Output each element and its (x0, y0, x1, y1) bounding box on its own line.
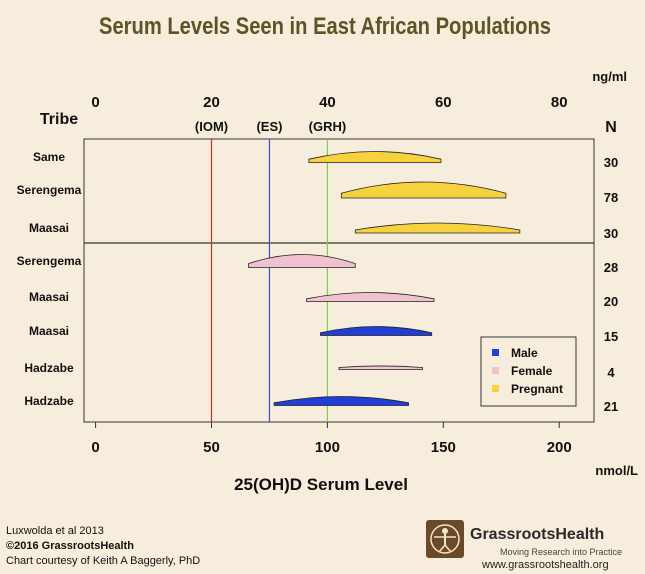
top-tick-labels: 0 20 40 60 80 (91, 94, 567, 111)
copyright: ©2016 GrassrootsHealth (6, 540, 134, 552)
citation: Luxwolda et al 2013 (6, 525, 104, 537)
n-value: 4 (607, 365, 615, 380)
legend-label: Pregnant (511, 382, 563, 396)
top-tick-label: 60 (435, 94, 452, 111)
bottom-tick-label: 150 (431, 439, 456, 456)
n-values: 30 78 30 28 20 15 4 21 (604, 155, 618, 414)
n-value: 30 (604, 226, 618, 241)
brand-name: GrassrootsHealth (470, 526, 605, 543)
brand-url: www.grassrootshealth.org (482, 559, 609, 571)
chart-title: Serum Levels Seen in East African Popula… (99, 13, 551, 40)
chart-courtesy: Chart courtesy of Keith A Baggerly, PhD (6, 555, 201, 567)
legend-label: Male (511, 346, 538, 360)
tribe-label: Maasai (29, 221, 69, 235)
bottom-tick-label: 100 (315, 439, 340, 456)
top-tick-label: 80 (551, 94, 568, 111)
bottom-axis-unit: nmol/L (595, 463, 638, 478)
range-bars (248, 151, 521, 406)
top-tick-label: 20 (203, 94, 220, 111)
top-axis-unit: ng/ml (592, 69, 627, 84)
bottom-tick-label: 0 (91, 439, 99, 456)
reference-line-label: (GRH) (309, 119, 347, 134)
range-bar-female (248, 254, 356, 268)
tribe-label: Hadzabe (24, 361, 74, 375)
legend-label: Female (511, 364, 553, 378)
tribe-labels: Same Serengema Maasai Serengema Maasai Maasai… (17, 150, 82, 408)
footer-credits: Luxwolda et al 2013 ©2016 GrassrootsHeal… (6, 524, 200, 569)
reference-lines (210, 139, 329, 422)
n-value: 21 (604, 399, 618, 414)
tribe-label: Maasai (29, 290, 69, 304)
tribe-label: Maasai (29, 324, 69, 338)
reference-line-label: (ES) (256, 119, 282, 134)
legend-swatch-female (492, 367, 499, 374)
tribe-label: Hadzabe (24, 394, 74, 408)
reference-line-labels: (IOM) (ES) (GRH) (195, 119, 346, 134)
n-value: 15 (604, 329, 618, 344)
n-value: 78 (604, 190, 618, 205)
legend: Male Female Pregnant (480, 336, 577, 407)
range-bar-female (338, 365, 423, 370)
brand-tagline: Moving Research into Practice (500, 547, 623, 557)
top-tick-label: 40 (319, 94, 336, 111)
bottom-tick-label: 200 (547, 439, 572, 456)
n-value: 20 (604, 294, 618, 309)
legend-swatch-male (492, 349, 499, 356)
legend-box (480, 336, 577, 407)
tribe-header: Tribe (40, 111, 78, 128)
range-bar-pregnant (340, 181, 507, 199)
n-value: 28 (604, 260, 618, 275)
range-bar-female (306, 292, 435, 302)
tribe-label: Serengema (17, 254, 82, 268)
bottom-tick-label: 50 (203, 439, 220, 456)
n-value: 30 (604, 155, 618, 170)
reference-line-label: (IOM) (195, 119, 228, 134)
brand-block: GrassrootsHealth Moving Research into Pr… (426, 520, 641, 572)
range-bar-male (320, 326, 433, 336)
plot-frame (83, 138, 595, 423)
range-bar-pregnant (308, 151, 442, 163)
bottom-axis: 0 50 100 150 200 (91, 422, 572, 456)
n-header: N (605, 119, 617, 136)
range-bar-pregnant (354, 222, 521, 234)
tribe-label: Serengema (17, 183, 82, 197)
top-tick-label: 0 (91, 94, 99, 111)
x-axis-label: 25(OH)D Serum Level (234, 475, 408, 494)
tribe-label: Same (33, 150, 65, 164)
legend-swatch-pregnant (492, 385, 499, 392)
range-bar-male (273, 396, 409, 406)
vitruvian-logo-icon (426, 520, 464, 558)
